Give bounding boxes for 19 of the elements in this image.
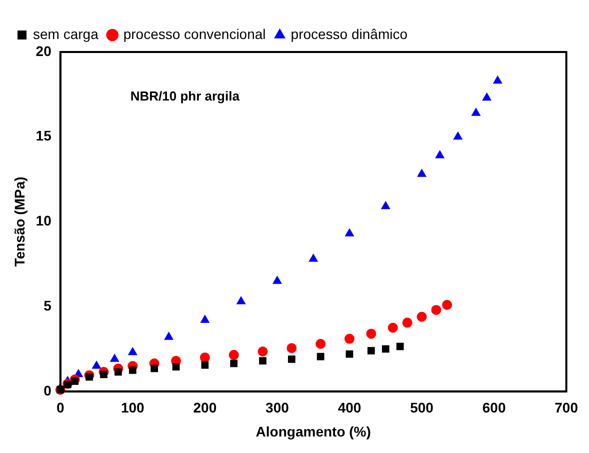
x-tick-label: 200 <box>193 400 217 416</box>
y-tick-label: 15 <box>36 128 52 144</box>
y-tick-label: 10 <box>36 212 52 229</box>
annotation: NBR/10 phr argila <box>130 88 240 104</box>
x-tick-label: 400 <box>338 400 362 416</box>
y-tick-label: 0 <box>44 382 52 398</box>
x-tick-label: 100 <box>120 400 145 416</box>
x-tick-label: 500 <box>410 400 434 416</box>
y-tick-label: 5 <box>44 297 52 314</box>
legend-label: processo dinâmico <box>290 26 408 42</box>
y-axis-title: Tensão (MPa) <box>11 176 28 267</box>
x-tick-label: 0 <box>56 400 64 416</box>
x-axis-title: Alongamento (%) <box>256 423 371 440</box>
legend-label: processo convencional <box>123 26 266 42</box>
y-tick-label: 20 <box>36 42 52 59</box>
legend-label: sem carga <box>33 26 99 42</box>
x-tick-label: 600 <box>482 400 506 416</box>
x-tick-label: 300 <box>266 400 290 416</box>
x-tick-label: 700 <box>554 400 578 416</box>
